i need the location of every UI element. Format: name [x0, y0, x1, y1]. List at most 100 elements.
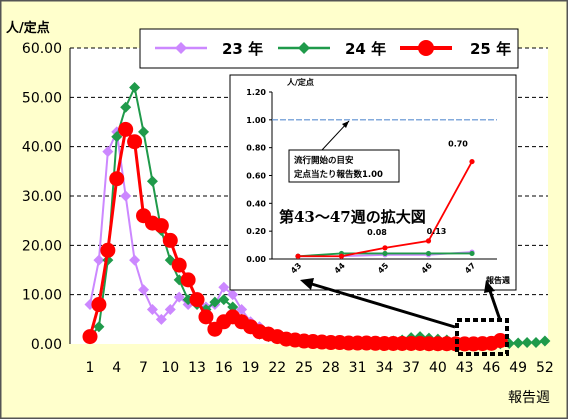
main-series-25	[82, 121, 508, 352]
main-x-tick-label: 37	[402, 360, 420, 376]
main-point	[153, 218, 169, 234]
inset-title: 第43〜47週の拡大図	[279, 208, 426, 226]
main-y-tick-label: 60.00	[22, 41, 62, 57]
inset-point	[382, 245, 388, 251]
main-point	[109, 171, 125, 187]
legend-label: 23 年	[222, 40, 263, 58]
main-point	[189, 292, 205, 308]
main-point	[146, 175, 158, 187]
main-point	[93, 254, 105, 266]
main-point	[173, 291, 185, 303]
main-point	[171, 257, 187, 273]
annotation-line-2: 定点当たり報告数1.00	[293, 169, 383, 180]
main-x-tick-label: 40	[429, 360, 447, 376]
main-y-ticks: 0.00 10.00 20.00 30.00 40.00 50.00 60.00	[22, 41, 62, 353]
main-point	[120, 101, 132, 113]
inset-point	[338, 253, 345, 259]
main-x-tick-label: 34	[375, 360, 393, 376]
main-y-tick-label: 30.00	[22, 189, 62, 205]
main-point	[82, 329, 98, 345]
main-x-tick-label: 22	[268, 360, 286, 376]
inset-y-tick-label: 0.20	[246, 227, 266, 236]
main-point	[100, 242, 116, 258]
main-point	[180, 272, 196, 288]
main-point	[539, 335, 551, 347]
legend-swatch-marker	[298, 42, 310, 54]
main-x-tick-label: 4	[112, 360, 121, 376]
main-x-tick-label: 25	[295, 360, 313, 376]
inset-y-tick-label: 0.80	[246, 144, 266, 153]
main-x-tick-label: 16	[215, 360, 233, 376]
main-y-tick-label: 0.00	[31, 337, 62, 353]
inset-series-25	[295, 158, 475, 259]
main-x-tick-label: 43	[456, 360, 474, 376]
legend-item-23: 23 年	[155, 40, 263, 58]
main-x-tick-label: 19	[242, 360, 260, 376]
inset-x-axis-label: 報告週	[486, 275, 510, 285]
inset-y-tick-label: 0.40	[246, 199, 266, 208]
main-point	[227, 301, 239, 313]
inset-series	[295, 158, 475, 259]
inset-title-bg	[276, 205, 426, 227]
main-x-tick-label: 10	[161, 360, 179, 376]
main-x-tick-label: 13	[188, 360, 206, 376]
inset-data-label: 0.08	[367, 228, 387, 237]
legend-swatch-marker	[175, 42, 187, 54]
legend-label: 25 年	[470, 40, 511, 58]
inset-y-tick-label: 1.00	[246, 116, 266, 125]
zoom-region-marker	[455, 318, 509, 356]
annotation-box	[288, 149, 400, 183]
main-point	[129, 81, 141, 93]
inset-point	[295, 253, 301, 259]
main-point	[236, 303, 248, 315]
inset-y-axis-label: 人/定点	[287, 77, 314, 87]
inset-y-ticks: 0.00 0.20 0.40 0.60 0.80 1.00 1.20	[246, 88, 272, 264]
main-x-axis-label: 報告週	[508, 390, 550, 406]
main-point	[138, 126, 150, 138]
main-point	[129, 254, 141, 266]
main-point	[146, 303, 158, 315]
main-point	[512, 337, 524, 349]
main-y-tick-label: 20.00	[22, 238, 62, 254]
main-point	[530, 337, 542, 349]
main-y-axis-label: 人/定点	[6, 20, 50, 36]
inset-point	[469, 250, 475, 257]
inset-data-labels: 0.08 0.13 0.70	[367, 140, 468, 237]
main-point	[138, 284, 150, 296]
annotation-line-1: 流行開始の目安	[294, 155, 354, 166]
main-x-tick-label: 7	[139, 360, 148, 376]
main-x-tick-label: 49	[509, 360, 527, 376]
main-point	[102, 146, 114, 158]
main-point	[162, 232, 178, 248]
inset-point	[382, 250, 388, 257]
main-x-tick-label: 28	[322, 360, 340, 376]
inset-data-label: 0.13	[427, 227, 447, 236]
zoom-arrow-right-head	[484, 280, 495, 293]
main-point	[209, 296, 221, 308]
main-x-tick-label: 31	[349, 360, 367, 376]
inset-panel: 人/定点 0.000.200.400.600.801.001.20 43 44 45…	[229, 74, 517, 291]
main-series	[82, 81, 551, 352]
inset-data-label: 0.70	[448, 140, 468, 149]
main-point	[120, 190, 132, 202]
main-point	[93, 321, 105, 333]
main-point	[218, 281, 230, 293]
main-y-tick-label: 10.00	[22, 288, 62, 304]
main-x-tick-label: 1	[86, 360, 95, 376]
main-point	[91, 297, 107, 313]
main-y-tick-label: 50.00	[22, 90, 62, 106]
main-point	[155, 313, 167, 325]
inset-point	[425, 238, 432, 244]
main-point	[111, 131, 123, 143]
legend: 23 年 24 年 25 年	[139, 28, 519, 69]
inset-y-tick-label: 0.00	[246, 255, 266, 264]
legend-label: 24 年	[345, 40, 386, 58]
main-point	[521, 337, 533, 349]
main-x-ticks: 1 4 7 10 13 16 19 22 25 28 31 34 37 40 43 46 49 52	[86, 360, 554, 376]
annotation-pointer-head	[342, 121, 349, 128]
main-point	[227, 289, 239, 301]
zoom-arrow-left	[304, 280, 456, 329]
zoom-arrow-left-head	[300, 278, 314, 290]
